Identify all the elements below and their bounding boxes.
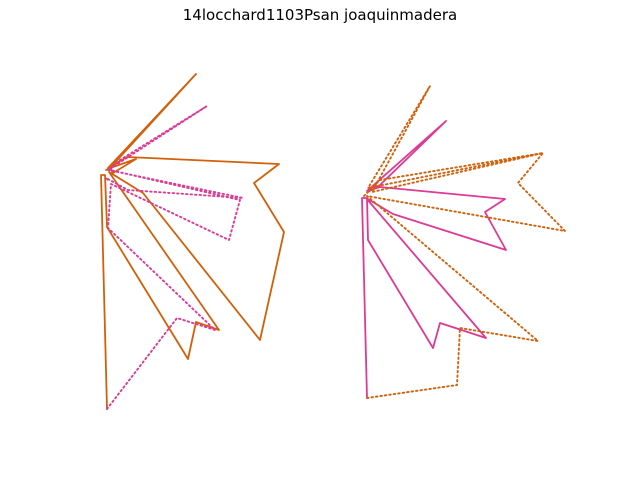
figure-title: 14locchard1103Psan joaquinmadera <box>182 6 458 24</box>
left-dotted-outline <box>105 105 244 410</box>
right-solid-outline <box>361 120 507 399</box>
right-dotted-outline <box>362 85 566 399</box>
left-solid-outline <box>100 73 285 410</box>
